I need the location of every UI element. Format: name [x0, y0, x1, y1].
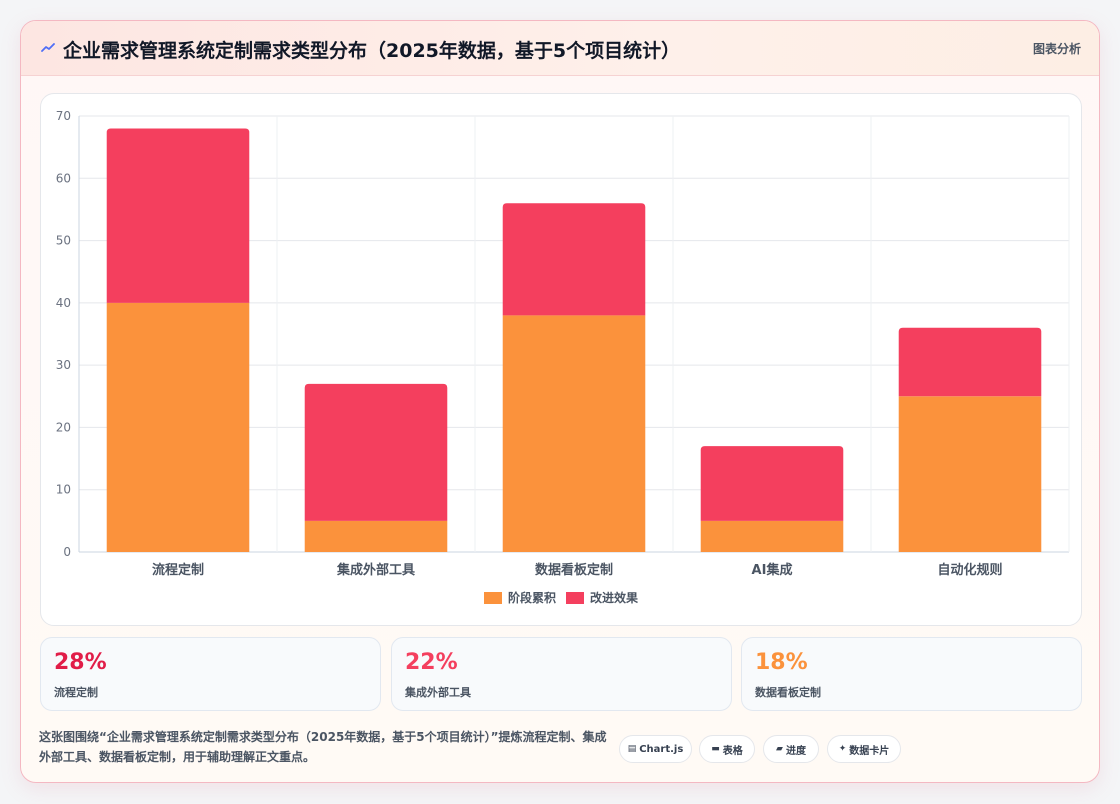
- pill-chartjs[interactable]: ▤ Chart.js: [619, 735, 692, 763]
- bar-segment: [898, 327, 1042, 397]
- chart-card: 企业需求管理系统定制需求类型分布（2025年数据，基于5个项目统计） 图表分析 …: [20, 20, 1100, 783]
- pill-label: 表格: [722, 745, 743, 757]
- x-tick-label: 流程定制: [152, 562, 204, 578]
- card-header: 企业需求管理系统定制需求类型分布（2025年数据，基于5个项目统计） 图表分析: [21, 21, 1099, 76]
- stat-card-2: 22% 集成外部工具: [391, 637, 732, 711]
- chart-container: 0 10 20 30 40 50 60 70 流程定制 集成外部工具 数据看板定制 AI集成 自动化规则…: [40, 93, 1082, 626]
- bar-segment: [700, 446, 844, 521]
- pill-progress[interactable]: ▰ 进度: [763, 735, 819, 763]
- bar-segment: [106, 302, 250, 552]
- sparkle-icon: ✦: [838, 744, 847, 754]
- y-tick-label: 0: [63, 545, 71, 559]
- pill-data-card[interactable]: ✦ 数据卡片: [827, 735, 901, 763]
- stat-label: 流程定制: [54, 686, 98, 699]
- pill-label: Chart.js: [639, 743, 684, 755]
- bar-segment: [106, 128, 250, 303]
- stat-card-3: 18% 数据看板定制: [741, 637, 1082, 711]
- x-tick-label: 自动化规则: [937, 562, 1002, 578]
- legend-label: 改进效果: [590, 590, 638, 605]
- y-tick-label: 40: [56, 296, 71, 310]
- legend-label: 阶段累积: [508, 590, 556, 605]
- bar-segment: [304, 520, 448, 552]
- y-tick-label: 30: [56, 358, 71, 372]
- legend-swatch: [484, 592, 502, 604]
- legend-swatch: [566, 592, 584, 604]
- progress-icon: ▰: [776, 744, 783, 754]
- x-tick-label: AI集成: [752, 562, 793, 578]
- stat-label: 数据看板定制: [755, 686, 821, 699]
- bar-segment: [700, 520, 844, 552]
- x-tick-label: 集成外部工具: [336, 562, 415, 578]
- trend-line-icon: [41, 43, 55, 52]
- pill-label: 进度: [785, 745, 806, 757]
- y-tick-label: 20: [56, 420, 71, 434]
- table-icon: ▬: [711, 744, 720, 754]
- stat-value: 28%: [54, 650, 107, 675]
- y-tick-label: 60: [56, 171, 71, 185]
- bar-segment: [898, 396, 1042, 552]
- pill-label: 数据卡片: [849, 745, 890, 757]
- pill-table[interactable]: ▬ 表格: [699, 735, 755, 763]
- y-tick-label: 70: [56, 109, 71, 123]
- y-tick-label: 50: [56, 234, 71, 248]
- bar-segment: [502, 203, 646, 316]
- x-tick-label: 数据看板定制: [535, 562, 613, 578]
- bar-segment: [502, 315, 646, 552]
- chart-icon: ▤: [627, 744, 637, 754]
- stat-value: 18%: [755, 650, 808, 675]
- stat-label: 集成外部工具: [405, 686, 471, 699]
- stat-value: 22%: [405, 650, 458, 675]
- y-tick-label: 10: [56, 483, 71, 497]
- stacked-bar-chart: 0 10 20 30 40 50 60 70 流程定制 集成外部工具 数据看板定制 AI集成 自动化规则…: [56, 109, 1070, 605]
- header-tag[interactable]: 图表分析: [1032, 42, 1081, 56]
- footer-note: 这张图围绕“企业需求管理系统定制需求类型分布（2025年数据，基于5个项目统计）…: [39, 730, 607, 764]
- stat-card-1: 28% 流程定制: [40, 637, 381, 711]
- page-title: 企业需求管理系统定制需求类型分布（2025年数据，基于5个项目统计）: [63, 40, 681, 62]
- bar-segment: [304, 383, 448, 521]
